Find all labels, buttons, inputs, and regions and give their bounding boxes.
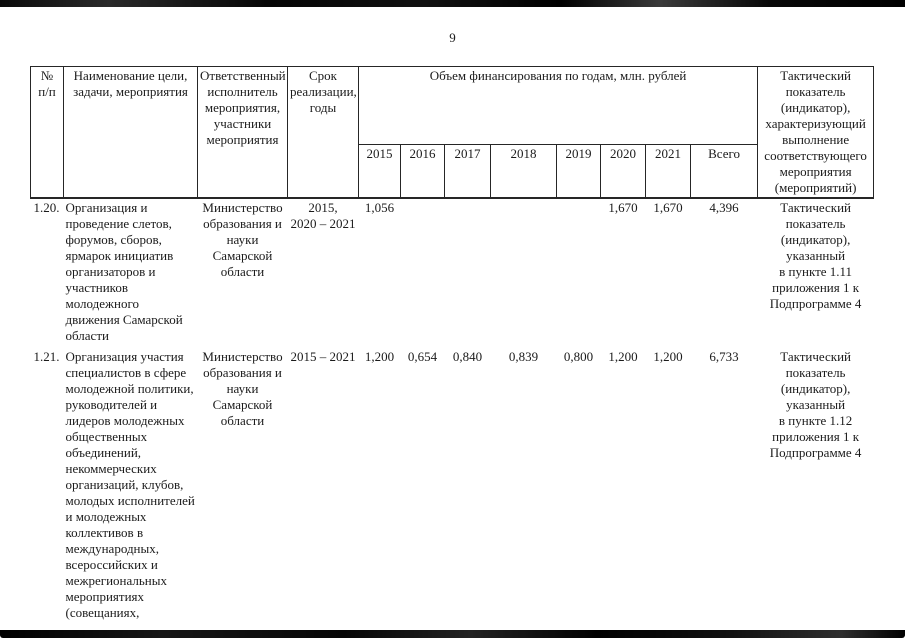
header-cell-indicator: Тактический показатель (индикатор), хара… — [757, 66, 875, 199]
cell-value-total: 4,396 — [709, 200, 739, 215]
financing-table: № п/п Наименование цели, задачи, меропри… — [30, 66, 875, 622]
cell-value-2017: 0,840 — [452, 349, 483, 364]
page-number: 9 — [449, 30, 456, 45]
header-cell-year-2021: 2021 — [645, 143, 691, 199]
table-row: 1.21. Организация участия специалистов в… — [31, 348, 874, 622]
cell-value-2016 — [401, 198, 445, 348]
cell-value-2016: 0,654 — [407, 349, 438, 364]
cell-value-2020: 1,200 — [608, 349, 638, 364]
cell-value-2017 — [445, 198, 491, 348]
header-cell-total: Всего — [689, 143, 759, 199]
cell-value-2018: 0,839 — [508, 349, 539, 364]
cell-period: 2015, 2020 – 2021 — [290, 200, 356, 231]
cell-value-2020: 1,670 — [608, 200, 638, 215]
cell-value-total: 6,733 — [709, 349, 739, 364]
cell-value-2015: 1,056 — [364, 200, 395, 215]
cell-num: 1.20. — [33, 200, 60, 215]
cell-executor: Министерство образования и науки Самарск… — [202, 200, 283, 279]
cell-period: 2015 – 2021 — [290, 349, 356, 364]
header-cell-financing: Объем финансирования по годам, млн. рубл… — [357, 66, 759, 145]
cell-indicator: Тактический показатель (индикатор), указ… — [769, 200, 862, 311]
header-cell-num: № п/п — [30, 66, 64, 199]
header-cell-year-2020: 2020 — [600, 143, 646, 199]
cell-name: Организация и проведение слетов, форумов… — [65, 200, 183, 343]
table-row: 1.20. Организация и проведение слетов, ф… — [31, 198, 874, 348]
cell-value-2015: 1,200 — [364, 349, 395, 364]
header-cell-year-2016: 2016 — [400, 143, 445, 199]
cell-indicator: Тактический показатель (индикатор), указ… — [769, 349, 862, 460]
cell-name: Организация участия специалистов в сфере… — [65, 349, 195, 620]
table-header: № п/п Наименование цели, задачи, меропри… — [30, 66, 875, 199]
header-cell-year-2019: 2019 — [556, 143, 601, 199]
header-cell-year-2015: 2015 — [358, 143, 401, 199]
header-cell-year-2018: 2018 — [490, 143, 557, 199]
cell-value-2021: 1,200 — [653, 349, 683, 364]
header-cell-name: Наименование цели, задачи, мероприятия — [63, 66, 198, 199]
cell-executor: Министерство образования и науки Самарск… — [202, 349, 283, 428]
cell-value-2019: 0,800 — [563, 349, 594, 364]
header-cell-period: Срок реализации, годы — [287, 66, 359, 199]
header-cell-executor: Ответственный исполнитель мероприятия, у… — [197, 66, 288, 199]
cell-num: 1.21. — [33, 349, 60, 364]
cell-value-2021: 1,670 — [653, 200, 683, 215]
header-row-main: № п/п Наименование цели, задачи, меропри… — [30, 66, 875, 199]
header-cell-year-2017: 2017 — [444, 143, 491, 199]
cell-value-2019 — [557, 198, 601, 348]
cell-value-2018 — [491, 198, 557, 348]
header-row-years: 2015 2016 2017 2018 2019 2020 2021 Всего — [31, 143, 874, 199]
scan-artifact-bottom — [0, 630, 905, 638]
scan-artifact-top — [0, 0, 905, 7]
